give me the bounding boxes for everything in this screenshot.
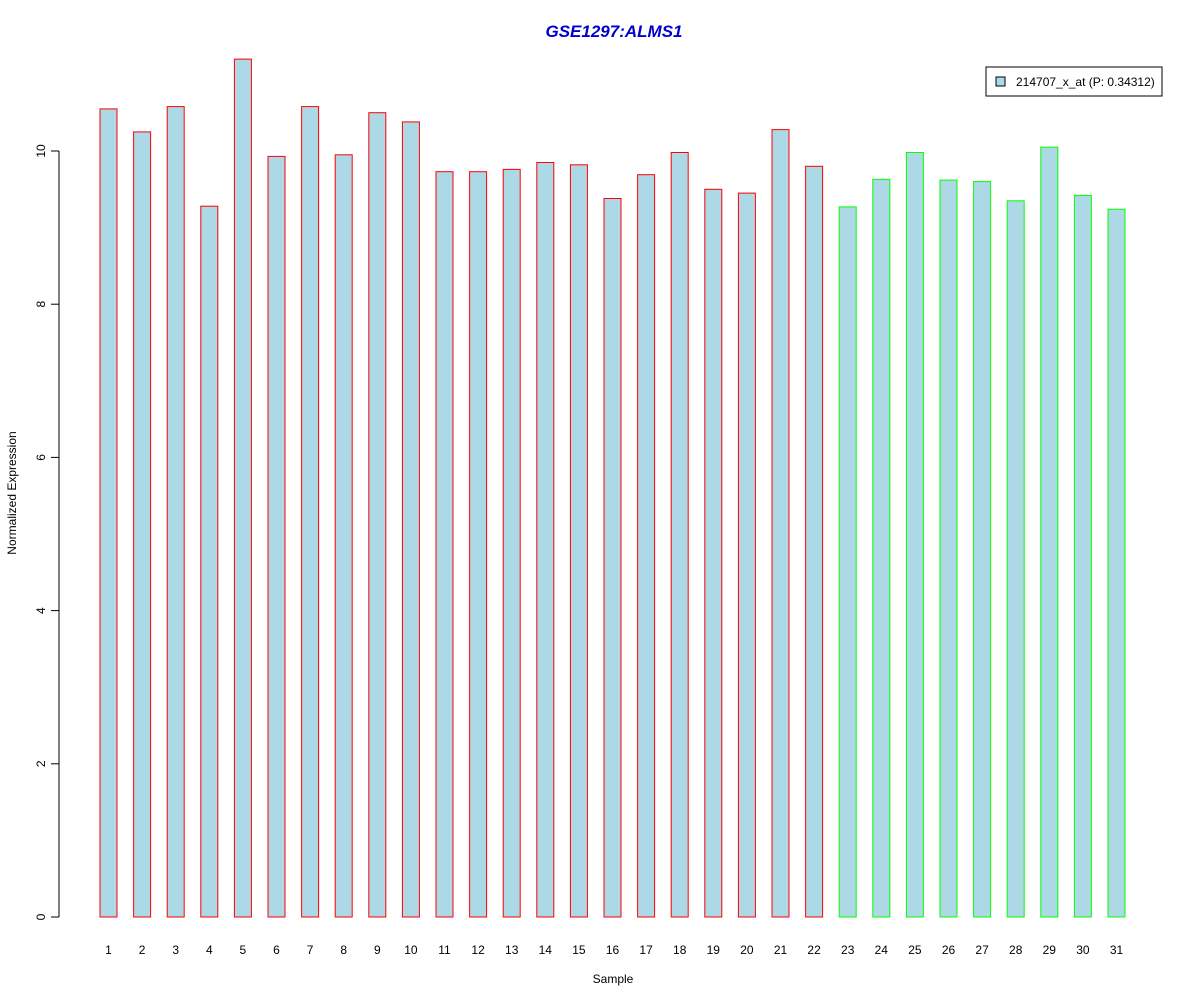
bar-sample-27 [973, 181, 992, 918]
bar-sample-26 [939, 179, 958, 918]
x-axis-label: Sample [593, 972, 634, 986]
bar-sample-5 [233, 58, 252, 918]
y-tick-label: 6 [34, 454, 48, 461]
bar-sample-12 [469, 171, 488, 918]
x-tick-label: 9 [374, 943, 381, 957]
bar-sample-30 [1073, 194, 1092, 918]
y-axis: 0 2 4 6 8 10 [34, 144, 60, 920]
bar-sample-16 [603, 198, 622, 918]
x-tick-label: 4 [206, 943, 213, 957]
y-tick-label: 8 [34, 301, 48, 308]
bar-sample-13 [502, 168, 521, 918]
y-tick-label: 0 [34, 913, 48, 920]
bar-sample-18 [670, 152, 689, 918]
x-tick-label: 1 [105, 943, 112, 957]
bar-sample-31 [1107, 208, 1126, 918]
bar-sample-11 [435, 171, 454, 918]
x-tick-label: 10 [404, 943, 418, 957]
bar-sample-17 [637, 174, 656, 918]
bar-sample-24 [872, 178, 891, 918]
bar-sample-23 [838, 206, 857, 918]
bar-sample-7 [301, 106, 320, 918]
x-tick-label: 8 [340, 943, 347, 957]
x-tick-label: 7 [307, 943, 314, 957]
bar-sample-19 [704, 188, 723, 918]
bar-sample-3 [166, 106, 185, 918]
x-tick-label: 30 [1076, 943, 1090, 957]
x-tick-label: 14 [539, 943, 553, 957]
bar-sample-22 [805, 165, 824, 918]
x-tick-label: 17 [639, 943, 653, 957]
x-tick-label: 16 [606, 943, 620, 957]
bar-sample-14 [536, 162, 555, 918]
x-tick-label: 12 [471, 943, 485, 957]
bar-sample-1 [99, 108, 118, 918]
bar-sample-4 [200, 205, 219, 918]
legend: 214707_x_at (P: 0.34312) [985, 66, 1163, 97]
y-tick-label: 4 [34, 607, 48, 614]
legend-swatch [995, 76, 1006, 87]
x-tick-label: 22 [807, 943, 821, 957]
y-tick-label: 10 [34, 144, 48, 158]
y-axis-label: Normalized Expression [5, 431, 19, 554]
bar-sample-15 [569, 164, 588, 918]
bar-sample-9 [368, 112, 387, 918]
x-tick-label: 20 [740, 943, 754, 957]
x-tick-label: 13 [505, 943, 519, 957]
legend-box [985, 66, 1163, 97]
chart-title: GSE1297:ALMS1 [546, 22, 683, 41]
x-tick-label: 24 [875, 943, 889, 957]
x-tick-label: 6 [273, 943, 280, 957]
legend-label: 214707_x_at (P: 0.34312) [1016, 75, 1155, 89]
bars-group [99, 58, 1126, 918]
x-tick-label: 11 [438, 943, 451, 957]
x-tick-label: 27 [975, 943, 989, 957]
bar-sample-2 [133, 131, 152, 918]
bar-sample-6 [267, 155, 286, 918]
x-tick-label: 19 [707, 943, 721, 957]
x-tick-label: 31 [1110, 943, 1124, 957]
x-tick-label: 26 [942, 943, 956, 957]
x-tick-label: 21 [774, 943, 788, 957]
x-tick-labels: 1 2 3 4 5 6 7 8 9 10 11 12 13 14 15 16 17 18 19 20 21 22 23 24 2… [105, 943, 1123, 957]
x-tick-label: 18 [673, 943, 687, 957]
x-tick-label: 28 [1009, 943, 1023, 957]
bar-sample-28 [1006, 200, 1025, 918]
y-tick-label: 2 [34, 760, 48, 767]
bar-sample-21 [771, 129, 790, 918]
x-tick-label: 3 [172, 943, 179, 957]
x-tick-label: 5 [240, 943, 247, 957]
bar-sample-20 [737, 192, 756, 918]
bar-sample-10 [401, 121, 420, 918]
bar-sample-29 [1040, 146, 1059, 918]
x-tick-label: 25 [908, 943, 922, 957]
bar-sample-8 [334, 154, 353, 918]
x-tick-label: 2 [139, 943, 146, 957]
x-tick-label: 29 [1043, 943, 1057, 957]
x-tick-label: 15 [572, 943, 586, 957]
bar-sample-25 [905, 152, 924, 918]
x-tick-label: 23 [841, 943, 855, 957]
